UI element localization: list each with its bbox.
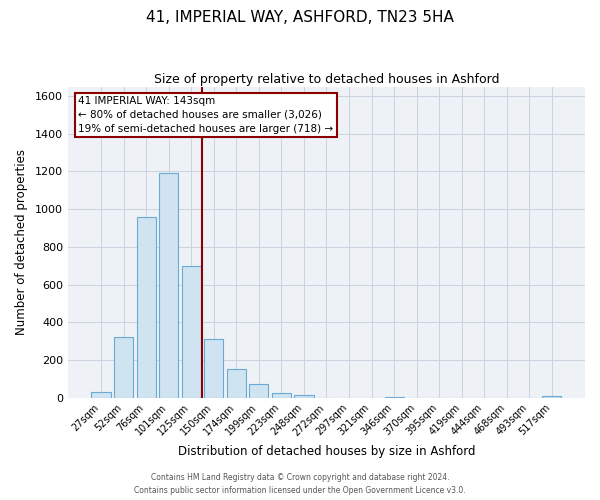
Title: Size of property relative to detached houses in Ashford: Size of property relative to detached ho…: [154, 72, 499, 86]
Text: Contains HM Land Registry data © Crown copyright and database right 2024.
Contai: Contains HM Land Registry data © Crown c…: [134, 474, 466, 495]
Bar: [91, 392, 110, 398]
Bar: [272, 393, 291, 398]
Bar: [385, 397, 404, 398]
Bar: [295, 395, 314, 398]
Y-axis label: Number of detached properties: Number of detached properties: [15, 149, 28, 335]
Text: 41, IMPERIAL WAY, ASHFORD, TN23 5HA: 41, IMPERIAL WAY, ASHFORD, TN23 5HA: [146, 10, 454, 25]
Bar: [227, 370, 246, 398]
Bar: [159, 174, 178, 398]
Bar: [137, 216, 155, 398]
Bar: [542, 396, 562, 398]
Bar: [204, 340, 223, 398]
Bar: [182, 266, 201, 398]
Text: 41 IMPERIAL WAY: 143sqm
← 80% of detached houses are smaller (3,026)
19% of semi: 41 IMPERIAL WAY: 143sqm ← 80% of detache…: [78, 96, 334, 134]
Bar: [249, 384, 268, 398]
Bar: [114, 338, 133, 398]
X-axis label: Distribution of detached houses by size in Ashford: Distribution of detached houses by size …: [178, 444, 475, 458]
